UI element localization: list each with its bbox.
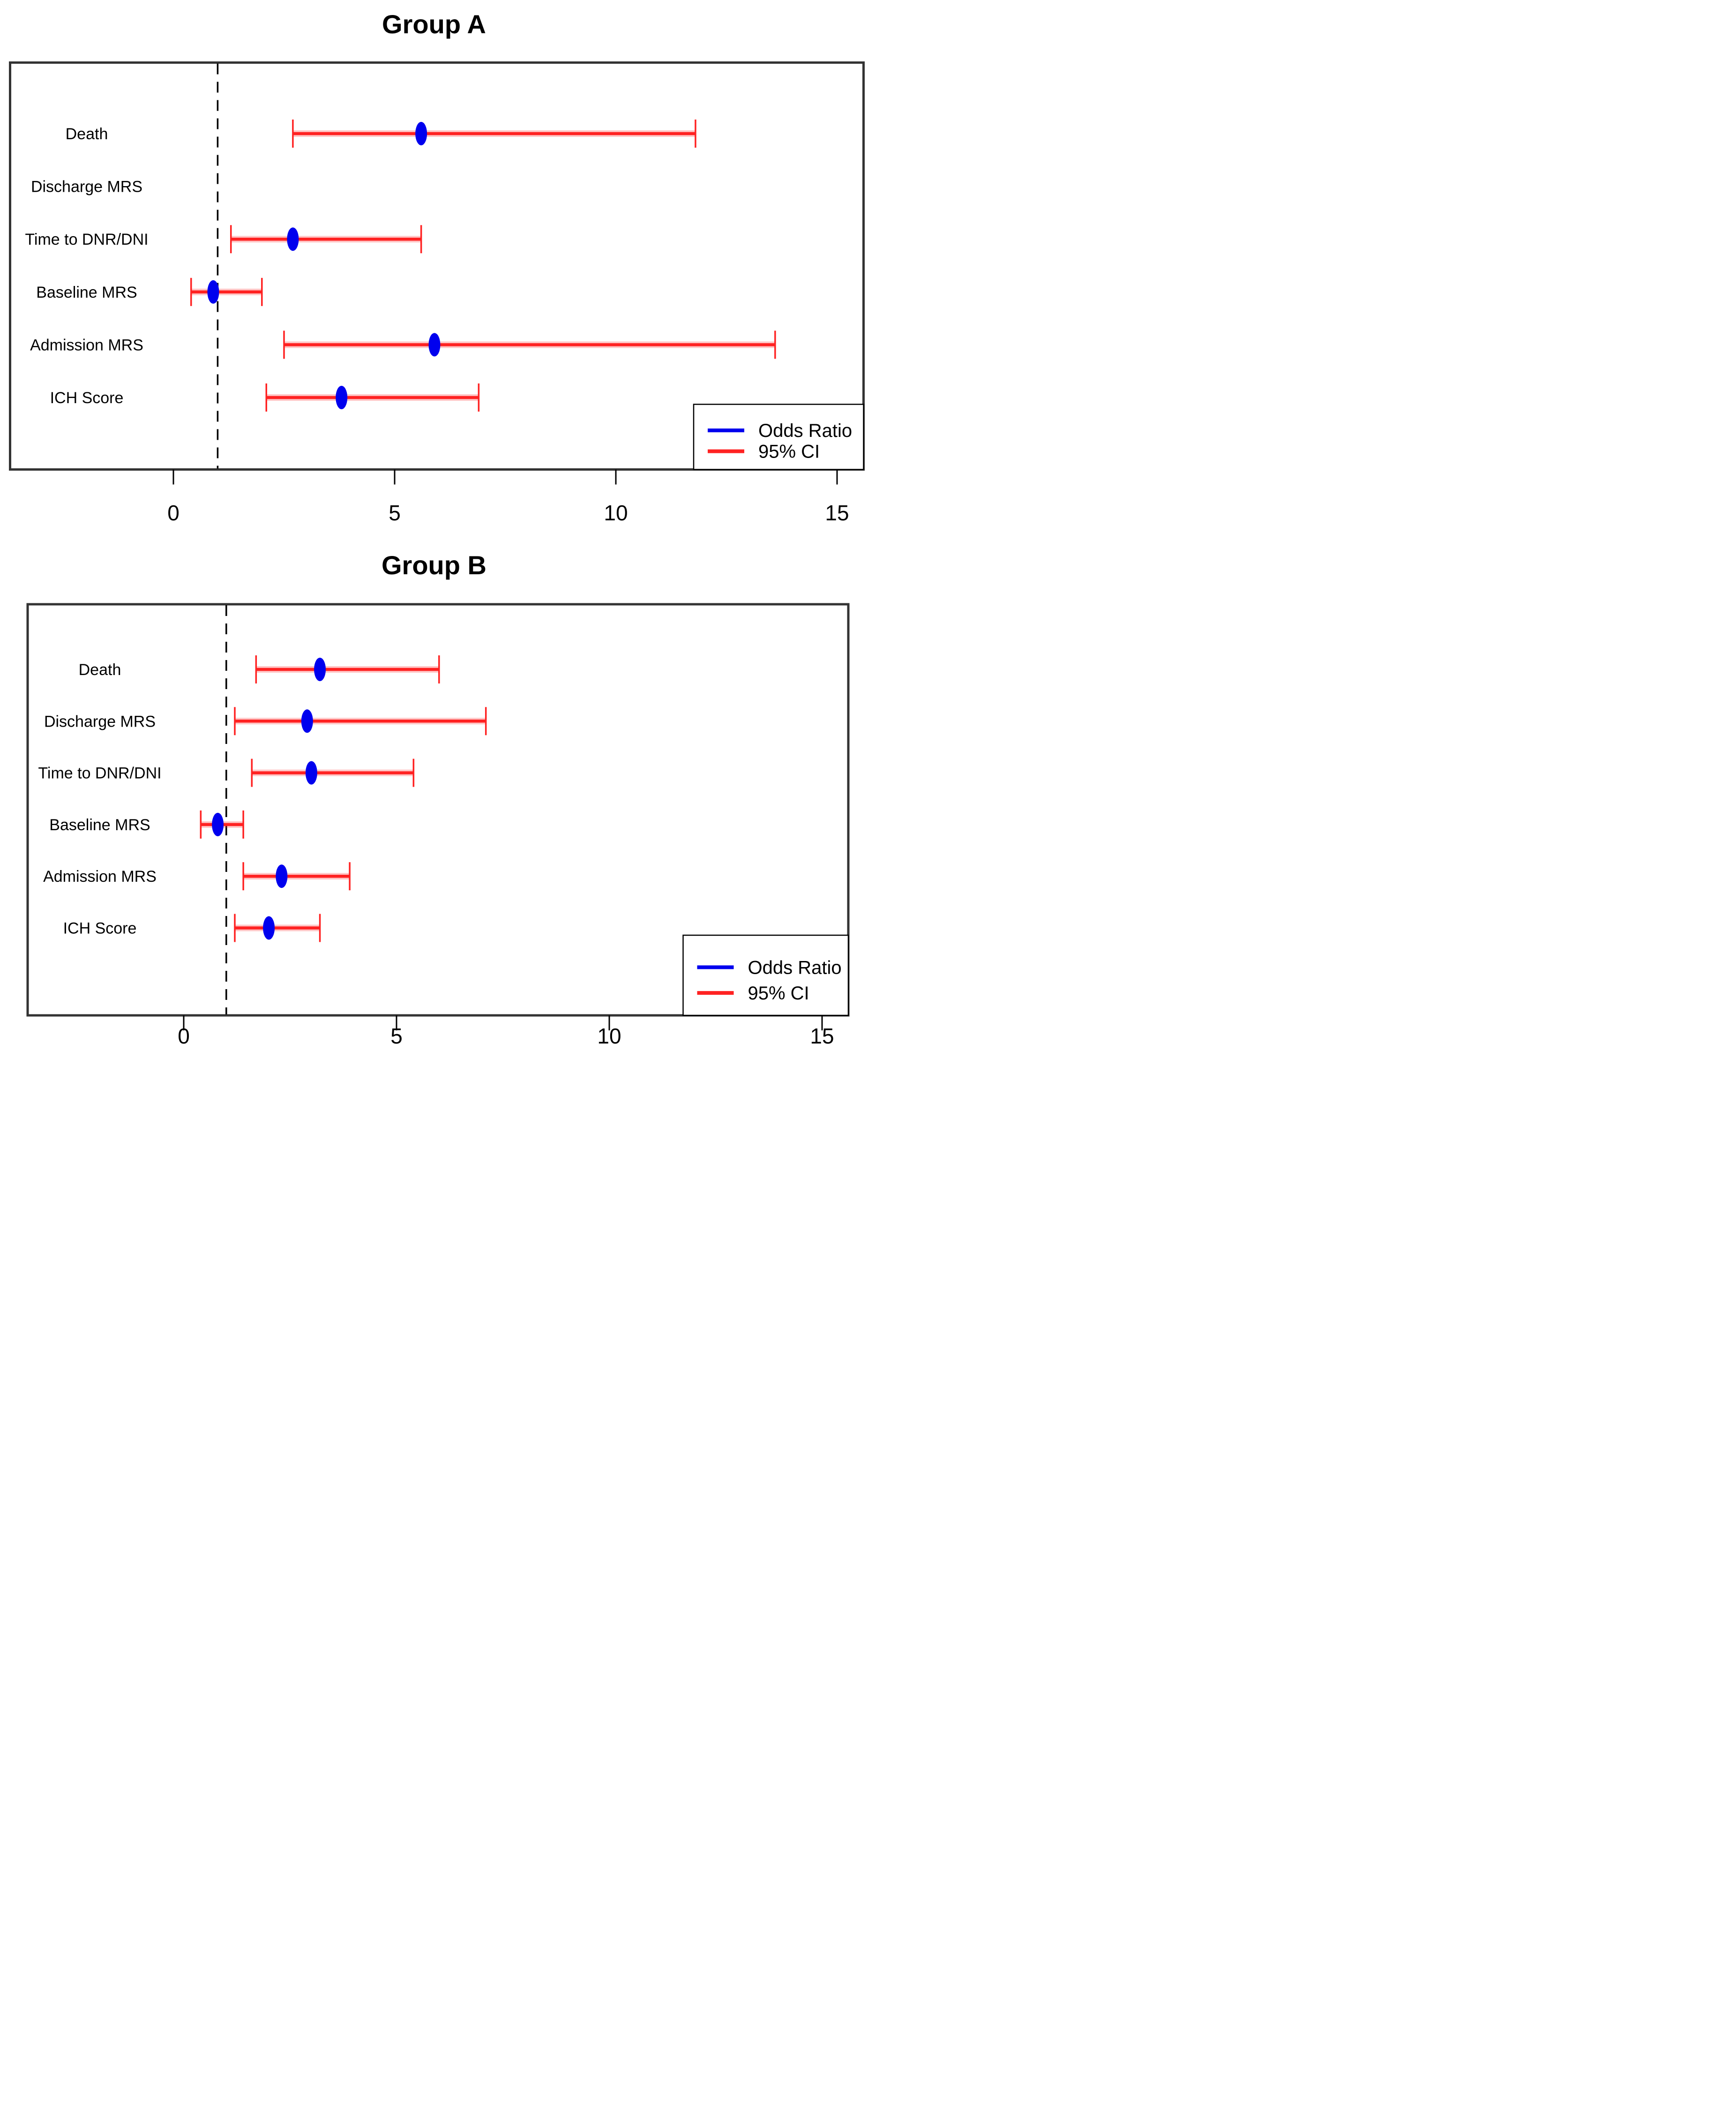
forest-plots-svg: 0 5 10 15 Death Discharge MRS Time to DNR/DNI B… <box>9 61 865 1048</box>
group-a-odds-ratio-dot <box>336 386 348 409</box>
group-a-x-axis-tick-label: 15 <box>825 501 849 525</box>
group-a-row-label: Admission MRS <box>30 336 143 354</box>
group-a-odds-ratio-dot <box>207 280 219 304</box>
group-b-row-label: Baseline MRS <box>49 816 150 834</box>
group-b-odds-ratio-dot <box>301 709 313 733</box>
group-a-odds-ratio-dot <box>428 333 441 357</box>
group-a-row-label: ICH Score <box>50 389 124 407</box>
group-a-x-axis-tick-label: 5 <box>389 501 401 525</box>
group-a-row-label: Discharge MRS <box>31 178 142 196</box>
group-a-row-label: Death <box>66 125 108 143</box>
group-a-legend-box <box>693 404 864 470</box>
group-b-row-label: Time to DNR/DNI <box>38 765 161 782</box>
group-b-odds-ratio-dot <box>305 761 317 785</box>
group-a-title: Group A <box>382 9 486 39</box>
group-b-row-label: Admission MRS <box>43 868 157 886</box>
group-a-odds-ratio-dot <box>415 122 427 145</box>
group-b-row-label: Discharge MRS <box>44 713 156 730</box>
group-b-x-axis-tick-label: 15 <box>810 1024 834 1048</box>
group-b-title: Group B <box>382 550 486 580</box>
group-b-x-axis-tick-label: 10 <box>597 1024 621 1048</box>
group-b-row-label: Death <box>79 661 121 679</box>
figure-canvas: Group A Group B 0 5 10 15 Death Discharge MRS… <box>0 0 868 1051</box>
group-a-row-label: Time to DNR/DNI <box>25 231 148 248</box>
group-b-row-label: ICH Score <box>63 920 137 938</box>
group-a-legend-odds_ratio-label: Odds Ratio <box>758 420 852 441</box>
group-b-odds-ratio-dot <box>276 864 288 888</box>
group-b-x-axis-tick-label: 0 <box>178 1024 190 1048</box>
group-a-odds-ratio-dot <box>287 227 299 251</box>
group-b-plot-box <box>26 603 850 1017</box>
group-b-odds-ratio-dot <box>263 916 275 940</box>
group-b-odds-ratio-dot <box>212 812 224 836</box>
group-b-legend-odds_ratio-label: Odds Ratio <box>748 957 842 978</box>
group-b-x-axis-tick-label: 5 <box>390 1024 403 1048</box>
group-b-odds-ratio-dot <box>314 658 326 681</box>
group-b-legend-box <box>682 934 849 1016</box>
group-a-plot-box <box>9 61 865 471</box>
group-a-row-label: Baseline MRS <box>36 284 137 301</box>
group-b-legend-ci-label: 95% CI <box>748 983 809 1004</box>
group-a-legend-ci-label: 95% CI <box>758 442 820 462</box>
group-a-x-axis-tick-label: 0 <box>167 501 180 525</box>
group-a-x-axis-tick-label: 10 <box>604 501 628 525</box>
